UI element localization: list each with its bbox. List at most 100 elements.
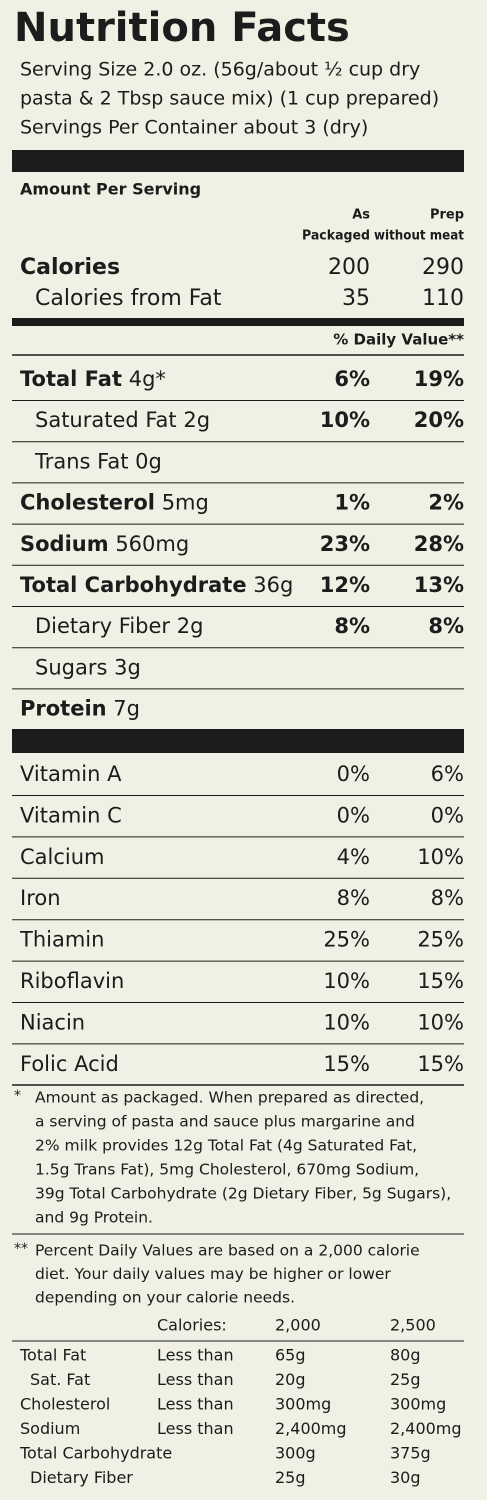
reference-limit: Less than: [157, 1346, 234, 1365]
nutrient-row-text: Sugars 3g: [35, 655, 141, 679]
calorie-value: 200: [328, 255, 370, 280]
thick-bar: [12, 729, 464, 753]
serving-line: pasta & 2 Tbsp sauce mix) (1 cup prepare…: [20, 88, 439, 110]
reference-nutrient: Total Fat: [19, 1346, 86, 1365]
daily-value: 4%: [337, 845, 370, 869]
reference-value: 20g: [275, 1370, 306, 1389]
daily-value: 6%: [334, 367, 370, 391]
reference-nutrient: Sodium: [20, 1419, 80, 1438]
daily-value: 15%: [417, 969, 464, 993]
thick-bar: [12, 318, 464, 326]
nutrient-name: Total Fat: [20, 367, 122, 391]
vitamin-name: Iron: [20, 886, 61, 910]
reference-level: 2,000: [275, 1316, 321, 1335]
daily-value: 8%: [334, 614, 370, 638]
daily-value: 0%: [337, 762, 370, 786]
nutrient-amount: 3g: [114, 655, 141, 679]
footnote-line: depending on your calorie needs.: [35, 1289, 295, 1307]
vitamin-name: Niacin: [20, 1010, 85, 1034]
daily-value: 8%: [428, 614, 464, 638]
vitamin-name: Vitamin A: [20, 762, 122, 786]
reference-limit: Less than: [157, 1419, 234, 1438]
column-header: As: [352, 208, 370, 223]
nutrient-amount: 0g: [135, 449, 162, 473]
daily-value: 19%: [414, 367, 464, 391]
column-header: Prep: [430, 208, 464, 223]
daily-value: 2%: [428, 491, 464, 515]
nutrient-row-text: Sodium 560mg: [20, 532, 189, 556]
daily-value: 15%: [323, 1052, 370, 1076]
vitamin-name: Folic Acid: [20, 1052, 119, 1076]
footnote-line: 2% milk provides 12g Total Fat (4g Satur…: [35, 1137, 417, 1155]
daily-value: 25%: [323, 928, 370, 952]
amount-per-serving: Amount Per Serving: [20, 180, 201, 199]
nutrient-name: Trans Fat: [34, 449, 128, 473]
daily-value: 20%: [414, 408, 464, 432]
nutrient-row-text: Cholesterol 5mg: [20, 491, 209, 515]
daily-value: 25%: [417, 928, 464, 952]
nutrient-amount: 7g: [113, 697, 140, 721]
daily-value: 15%: [417, 1052, 464, 1076]
nutrient-row-text: Total Fat 4g*: [20, 367, 166, 391]
daily-value: 12%: [320, 573, 370, 597]
footnote-line: 39g Total Carbohydrate (2g Dietary Fiber…: [35, 1185, 451, 1203]
footnote-line: a serving of pasta and sauce plus margar…: [35, 1113, 415, 1131]
column-header: without meat: [374, 229, 464, 244]
title: Nutrition Facts: [14, 5, 350, 51]
daily-value: 23%: [320, 532, 370, 556]
calories-label: Calories: [20, 255, 120, 280]
daily-value: 0%: [431, 803, 464, 827]
reference-nutrient: Total Carbohydrate: [19, 1444, 172, 1463]
nutrient-name: Sodium: [20, 532, 109, 556]
nutrient-amount: 2g: [177, 614, 204, 638]
nutrient-name: Total Carbohydrate: [20, 573, 247, 597]
serving-line: Serving Size 2.0 oz. (56g/about ½ cup dr…: [20, 59, 420, 81]
nutrient-name: Cholesterol: [20, 491, 155, 515]
footnote-line: Amount as packaged. When prepared as dir…: [35, 1089, 424, 1107]
reference-nutrient: Dietary Fiber: [30, 1468, 133, 1487]
reference-value: 30g: [390, 1468, 421, 1487]
daily-value: 6%: [431, 762, 464, 786]
reference-limit: Less than: [157, 1395, 234, 1414]
footnote-line: diet. Your daily values may be higher or…: [35, 1265, 391, 1283]
reference-value: 300g: [275, 1444, 316, 1463]
footnote-line: and 9g Protein.: [35, 1209, 153, 1227]
reference-nutrient: Sat. Fat: [30, 1370, 90, 1389]
nutrient-amount: 36g: [253, 573, 293, 597]
footnote-line: Percent Daily Values are based on a 2,00…: [35, 1242, 420, 1260]
daily-value: 13%: [414, 573, 464, 597]
footnote-mark: *: [14, 1088, 21, 1104]
vitamin-name: Thiamin: [19, 928, 104, 952]
nutrient-amount: 5mg: [162, 491, 209, 515]
daily-value: 8%: [431, 886, 464, 910]
thick-bar: [12, 150, 464, 172]
daily-value: 28%: [414, 532, 464, 556]
nutrient-row-text: Total Carbohydrate 36g: [20, 573, 293, 597]
reference-value: 25g: [390, 1370, 421, 1389]
reference-nutrient: Cholesterol: [20, 1395, 110, 1414]
footnote-mark: **: [14, 1241, 28, 1257]
reference-value: 2,400mg: [390, 1419, 462, 1438]
vitamin-name: Vitamin C: [20, 803, 122, 827]
daily-value: 10%: [417, 845, 464, 869]
calorie-value: 35: [342, 286, 370, 311]
daily-value: 10%: [320, 408, 370, 432]
daily-value: 10%: [417, 1010, 464, 1034]
nutrient-row-text: Dietary Fiber 2g: [35, 614, 203, 638]
daily-value: 0%: [337, 803, 370, 827]
daily-value: 8%: [337, 886, 370, 910]
calories-from-fat-label: Calories from Fat: [35, 286, 222, 311]
vitamin-name: Riboflavin: [20, 969, 124, 993]
reference-value: 300mg: [390, 1395, 446, 1414]
nutrient-name: Protein: [20, 697, 107, 721]
nutrient-name: Dietary Fiber: [35, 614, 170, 638]
reference-calories-label: Calories:: [157, 1316, 227, 1335]
reference-value: 2,400mg: [275, 1419, 347, 1438]
nutrient-name: Sugars: [35, 655, 107, 679]
reference-limit: Less than: [157, 1370, 234, 1389]
reference-value: 300mg: [275, 1395, 331, 1414]
reference-value: 65g: [275, 1346, 306, 1365]
nutrient-amount: 560mg: [115, 532, 189, 556]
